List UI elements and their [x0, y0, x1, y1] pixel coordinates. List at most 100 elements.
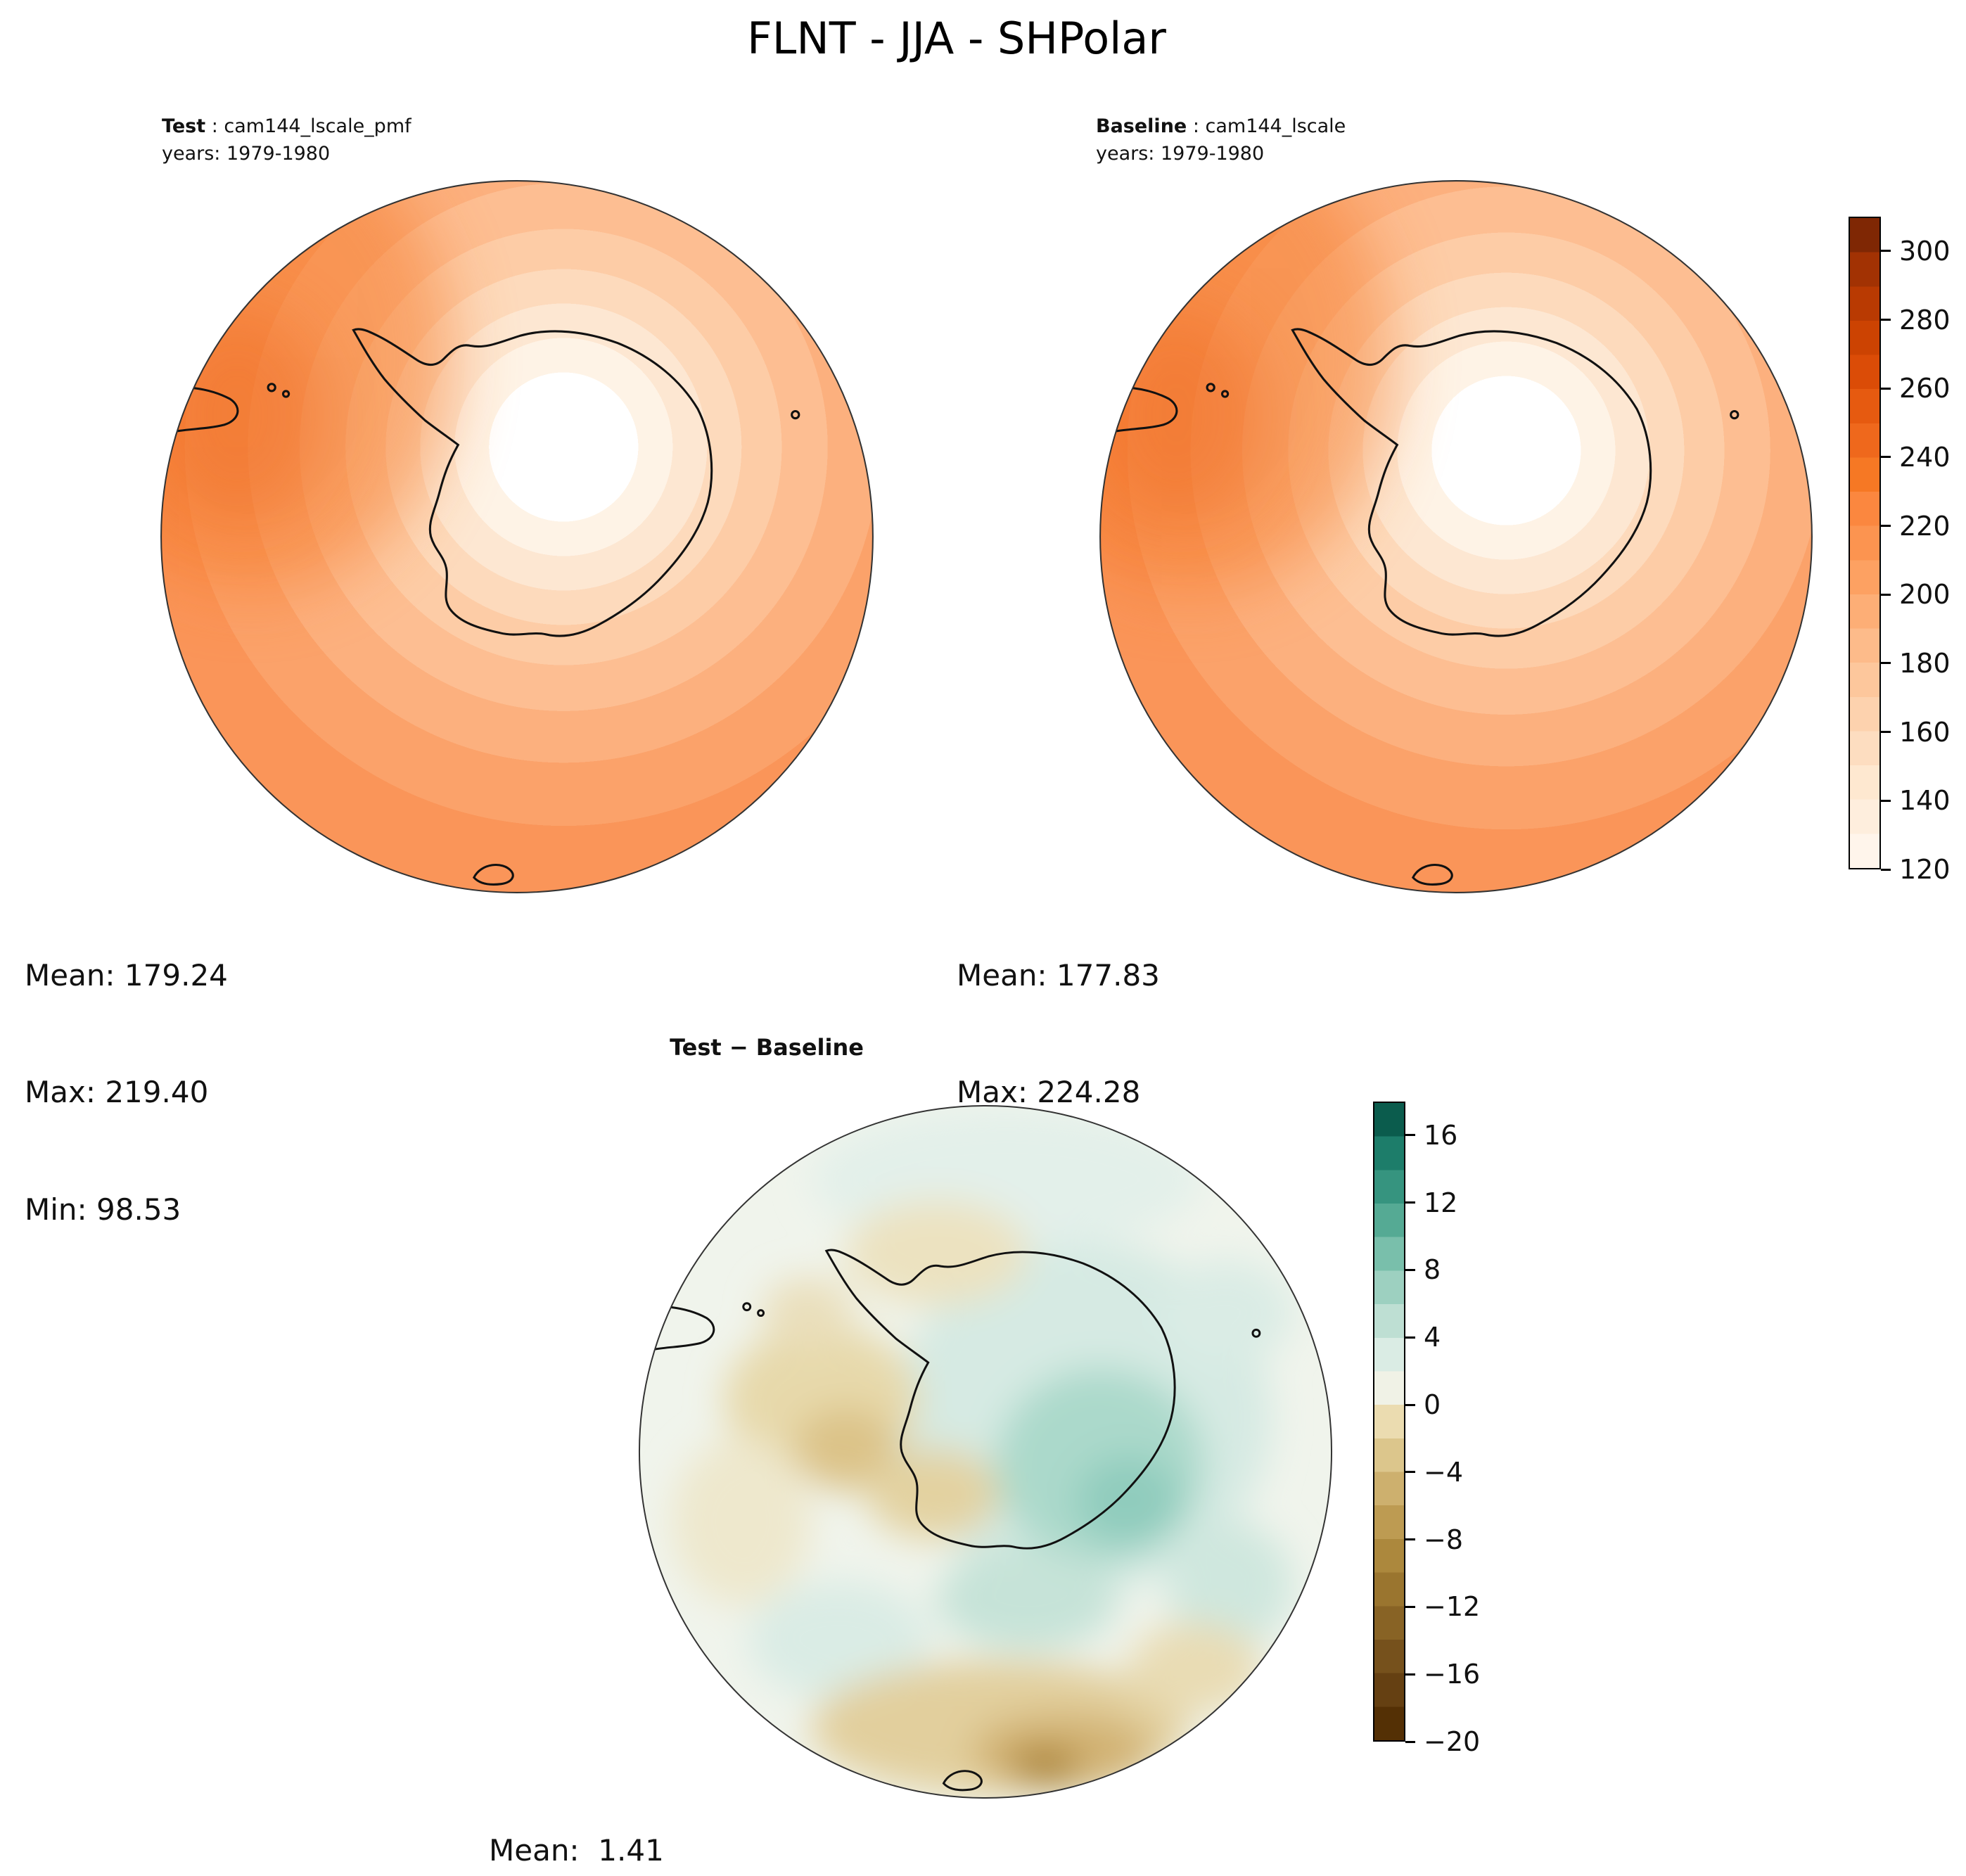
colorbar-tick: −8: [1405, 1524, 1463, 1555]
island-coast-bottom: [472, 864, 514, 886]
diff-anomaly-blobs: [671, 1109, 1293, 1794]
colorbar-main: 300 280 260 240 220 200 180 160 140 120: [1849, 217, 1951, 885]
map-baseline-fill: [1100, 181, 1812, 893]
map-test: [158, 178, 876, 895]
tick-mark: [1405, 1673, 1415, 1676]
colorbar-main-ticks: 300 280 260 240 220 200 180 160 140 120: [1849, 217, 1951, 885]
colorbar-tick: 200: [1881, 579, 1951, 610]
baseline-run-name: : cam144_lscale: [1187, 115, 1346, 137]
test-stats: Mean: 179.24 Max: 219.40 Min: 98.53: [25, 878, 228, 1307]
tick-label: 160: [1899, 716, 1951, 748]
tick-mark: [1405, 1268, 1415, 1271]
diff-stats: Mean: 1.41 Max: 5.83 Min: -8.04: [489, 1753, 664, 1876]
tick-mark: [1881, 731, 1891, 734]
tick-mark: [1405, 1471, 1415, 1474]
island-2: [1220, 390, 1230, 398]
map-test-fill: [161, 181, 873, 893]
figure-title: FLNT - JJA - SHPolar: [747, 13, 1166, 64]
test-mean: Mean: 179.24: [25, 957, 228, 993]
test-panel-label: Test : cam144_lscale_pmf: [162, 113, 411, 140]
baseline-label: Baseline: [1096, 115, 1187, 137]
colorbar-tick: 4: [1405, 1322, 1441, 1353]
island-3: [791, 409, 800, 420]
baseline-panel-header: Baseline : cam144_lscale years: 1979-198…: [1096, 113, 1346, 167]
test-max: Max: 219.40: [25, 1075, 209, 1110]
colorbar-diff: 16 12 8 4 0 −4 −8 −12 −16 −20: [1373, 1102, 1480, 1757]
tick-label: −8: [1424, 1524, 1464, 1555]
tick-label: −12: [1424, 1591, 1481, 1623]
tick-mark: [1405, 1605, 1415, 1608]
tick-mark: [1405, 1538, 1415, 1541]
tick-mark: [1881, 456, 1891, 459]
map-boundary: [638, 1104, 1333, 1799]
island-coast-bottom: [1411, 864, 1453, 886]
tick-label: 200: [1899, 579, 1951, 611]
diff-panel-title: Test − Baseline: [670, 1034, 864, 1061]
colorbar-tick: 16: [1405, 1120, 1457, 1151]
antarctica-outline: [824, 1249, 1176, 1550]
colorbar-tick: 120: [1881, 854, 1951, 885]
colorbar-tick: 160: [1881, 717, 1951, 748]
tick-label: 280: [1899, 304, 1951, 336]
colorbar-main-bar: [1849, 217, 1881, 869]
colorbar-tick: 260: [1881, 373, 1951, 404]
tick-label: 220: [1899, 510, 1951, 542]
tick-label: −4: [1424, 1456, 1464, 1488]
tick-label: 0: [1424, 1389, 1441, 1421]
island-1: [742, 1302, 752, 1312]
tick-label: 12: [1424, 1187, 1458, 1218]
colorbar-tick: 12: [1405, 1187, 1457, 1218]
map-boundary: [160, 180, 874, 893]
tick-mark: [1881, 799, 1891, 802]
tick-mark: [1881, 319, 1891, 321]
test-years: years: 1979-1980: [162, 143, 331, 165]
tick-label: 260: [1899, 373, 1951, 404]
map-baseline: [1097, 178, 1815, 895]
tick-label: 120: [1899, 854, 1951, 885]
tick-mark: [1405, 1336, 1415, 1339]
colorbar-diff-bar: [1373, 1102, 1405, 1742]
tick-label: 8: [1424, 1254, 1441, 1286]
island-1: [267, 383, 276, 393]
island-3: [1730, 409, 1740, 420]
map-diff-fill: [639, 1105, 1332, 1799]
tick-label: −16: [1424, 1659, 1481, 1690]
tick-mark: [1405, 1134, 1415, 1137]
map-baseline-plot: [1099, 180, 1813, 893]
island-2: [281, 390, 291, 398]
map-boundary: [1099, 180, 1813, 893]
colorbar-tick: −12: [1405, 1591, 1480, 1622]
map-test-plot: [160, 180, 874, 893]
tick-mark: [1405, 1403, 1415, 1406]
tick-label: 180: [1899, 647, 1951, 679]
island-coast-bottom: [942, 1770, 983, 1792]
tick-mark: [1405, 1740, 1415, 1743]
antarctica-outline: [1291, 328, 1652, 637]
island-2: [757, 1309, 765, 1317]
colorbar-tick: −16: [1405, 1659, 1480, 1690]
tick-label: 300: [1899, 235, 1951, 267]
test-panel-header: Test : cam144_lscale_pmf years: 1979-198…: [162, 113, 411, 167]
tick-mark: [1881, 662, 1891, 665]
tick-label: 140: [1899, 785, 1951, 817]
test-run-name: : cam144_lscale_pmf: [205, 115, 411, 137]
tick-label: 4: [1424, 1322, 1441, 1353]
baseline-years: years: 1979-1980: [1096, 143, 1265, 165]
test-min: Min: 98.53: [25, 1192, 181, 1227]
island-1: [1206, 383, 1215, 393]
tick-mark: [1405, 1201, 1415, 1204]
colorbar-tick: 0: [1405, 1389, 1441, 1420]
baseline-mean: Mean: 177.83: [957, 957, 1160, 993]
colorbar-tick: 280: [1881, 305, 1951, 336]
tick-label: 240: [1899, 441, 1951, 473]
colorbar-tick: −20: [1405, 1726, 1480, 1757]
baseline-panel-label: Baseline : cam144_lscale: [1096, 113, 1346, 140]
tick-label: −20: [1424, 1726, 1481, 1757]
colorbar-tick: 8: [1405, 1254, 1441, 1285]
colorbar-tick: 300: [1881, 236, 1951, 267]
map-diff-plot: [638, 1104, 1333, 1799]
tick-mark: [1881, 525, 1891, 528]
colorbar-tick: 220: [1881, 511, 1951, 542]
map-diff: [637, 1103, 1334, 1801]
